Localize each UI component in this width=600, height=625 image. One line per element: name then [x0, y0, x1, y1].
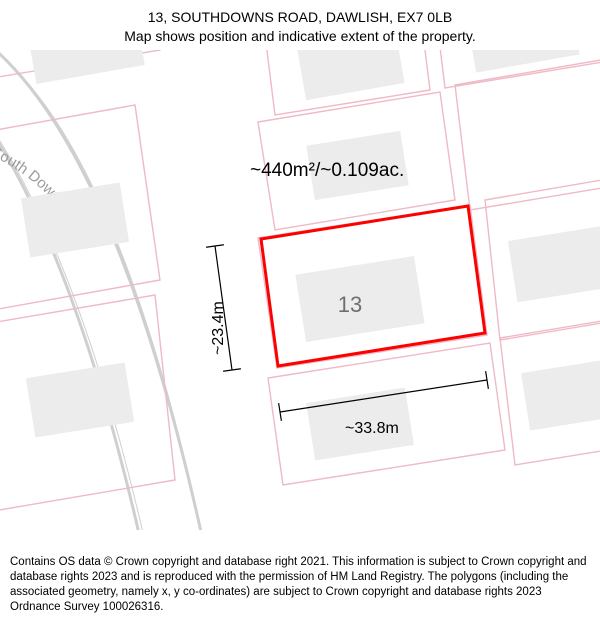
height-dimension-label: ~23.4m	[210, 301, 228, 355]
header: 13, SOUTHDOWNS ROAD, DAWLISH, EX7 0LB Ma…	[0, 0, 600, 50]
address-title: 13, SOUTHDOWNS ROAD, DAWLISH, EX7 0LB	[10, 8, 590, 27]
area-label: ~440m²/~0.109ac.	[250, 160, 404, 182]
map-svg: South Downs Road13	[0, 50, 600, 530]
copyright-footer: Contains OS data © Crown copyright and d…	[0, 549, 600, 625]
map-area: South Downs Road13 ~440m²/~0.109ac. ~23.…	[0, 50, 600, 530]
svg-text:13: 13	[338, 292, 362, 317]
subtitle: Map shows position and indicative extent…	[10, 27, 590, 46]
width-dimension-label: ~33.8m	[345, 420, 399, 438]
